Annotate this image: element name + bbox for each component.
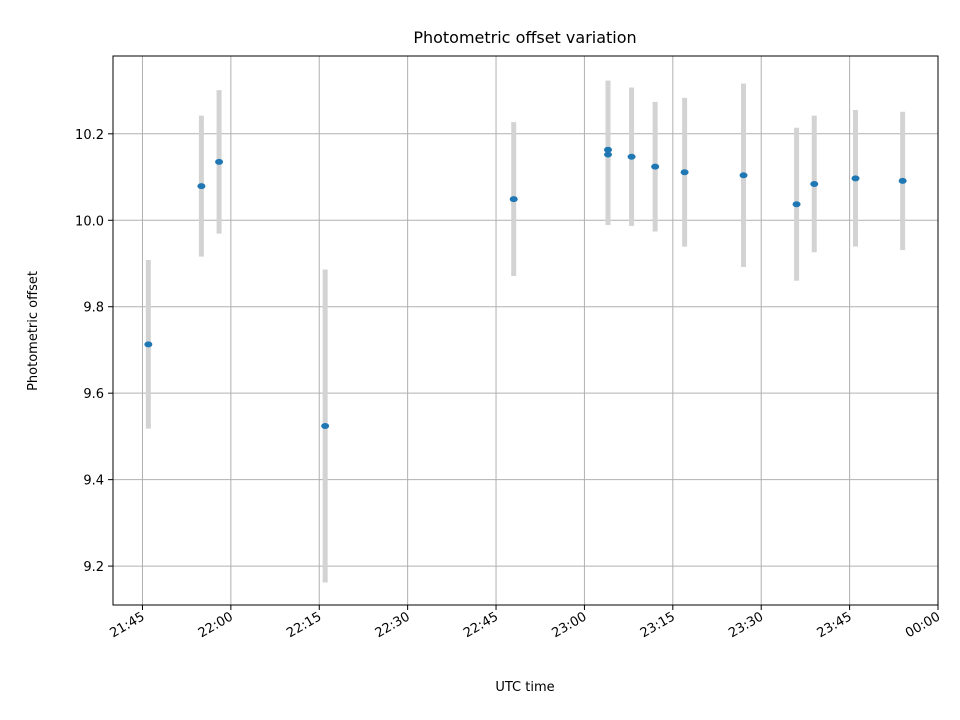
- y-tick-label: 10.0: [75, 214, 104, 229]
- data-point: [739, 172, 748, 179]
- data-point: [680, 169, 689, 176]
- data-point: [509, 196, 518, 203]
- chart-title: Photometric offset variation: [413, 28, 636, 47]
- y-tick-label: 9.4: [83, 474, 104, 489]
- plot-frame: [112, 55, 939, 606]
- data-points: [144, 146, 907, 430]
- y-axis-label: Photometric offset: [26, 271, 41, 391]
- data-point: [144, 341, 153, 348]
- data-point: [604, 151, 612, 158]
- y-tick-label: 9.6: [83, 387, 104, 402]
- data-point: [810, 180, 819, 187]
- y-axis-ticks: 9.2 9.4 9.6 9.8 10.0 10.2: [75, 128, 113, 575]
- data-point: [898, 177, 907, 184]
- data-point: [215, 158, 224, 165]
- data-point: [321, 423, 330, 430]
- data-point: [651, 163, 660, 170]
- x-axis-label: UTC time: [495, 680, 554, 695]
- y-tick-label: 9.8: [83, 301, 104, 316]
- data-point: [197, 183, 206, 190]
- data-point: [851, 175, 860, 182]
- data-point: [604, 146, 612, 153]
- data-point: [792, 201, 801, 208]
- y-tick-label: 9.2: [83, 560, 104, 575]
- data-point: [627, 153, 636, 160]
- grid: [113, 56, 939, 605]
- y-tick-label: 10.2: [75, 128, 104, 143]
